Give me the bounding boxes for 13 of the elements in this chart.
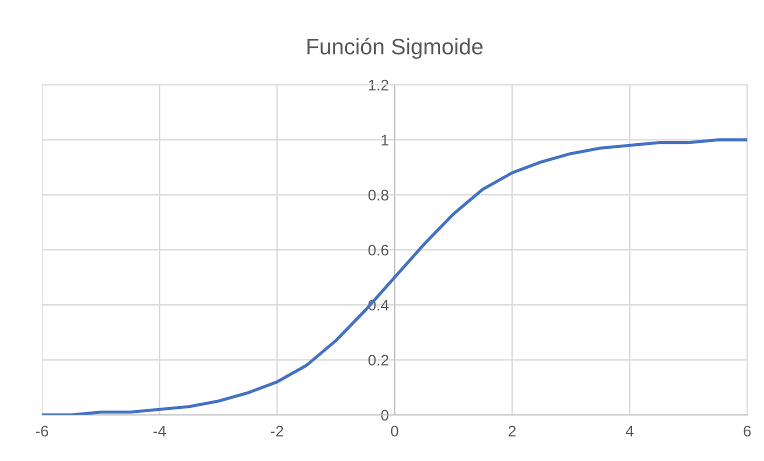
- x-tick-label: 2: [508, 426, 516, 436]
- x-tick-label: 4: [626, 426, 634, 436]
- y-tick-label: 1: [382, 134, 388, 146]
- y-tick-label: 0.2: [368, 354, 388, 366]
- x-tick-label: -2: [270, 426, 284, 436]
- y-tick-label: 0.6: [368, 244, 388, 256]
- x-tick-label: 0: [390, 426, 398, 437]
- y-tick-label: 0.8: [368, 190, 388, 201]
- x-tick-label: -6: [36, 426, 48, 437]
- x-tick-label: -4: [153, 426, 166, 436]
- y-tick-label: 1.2: [368, 80, 388, 90]
- chart-title: Función Sigmoide: [307, 38, 483, 59]
- x-tick-label: 6: [744, 426, 751, 437]
